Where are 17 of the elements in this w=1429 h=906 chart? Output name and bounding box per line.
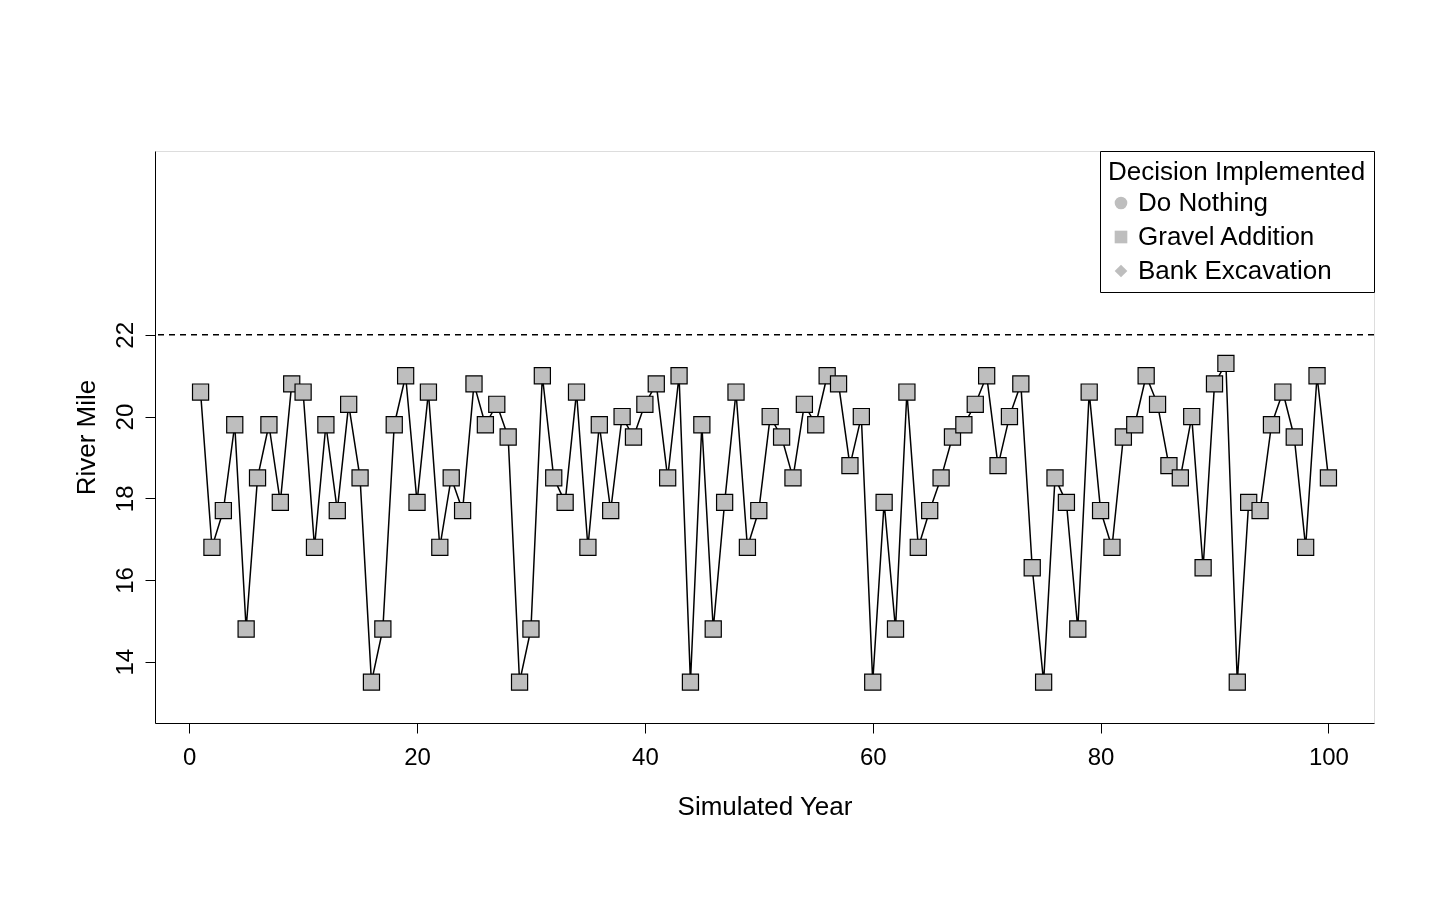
x-tick-label: 80 — [1087, 742, 1115, 770]
y-tick-label: 14 — [110, 648, 138, 676]
x-tick-label: 20 — [404, 742, 431, 770]
y-tick-label: 22 — [110, 322, 138, 349]
y-axis-title: River Mile — [70, 379, 101, 496]
legend-label: Bank Excavation — [1138, 255, 1332, 285]
x-tick-label: 0 — [183, 742, 197, 770]
y-tick-label: 18 — [110, 485, 138, 513]
x-tick-label: 60 — [859, 742, 887, 770]
legend-label: Do Nothing — [1138, 187, 1269, 217]
x-axis-title: Simulated Year — [677, 790, 853, 821]
x-tick-label: 40 — [632, 742, 659, 770]
x-tick-label: 100 — [1308, 742, 1349, 770]
legend-title: Decision Implemented — [1108, 156, 1366, 186]
y-tick-label: 16 — [110, 567, 138, 594]
y-tick-label: 20 — [110, 403, 138, 431]
legend-label: Gravel Addition — [1138, 221, 1315, 251]
